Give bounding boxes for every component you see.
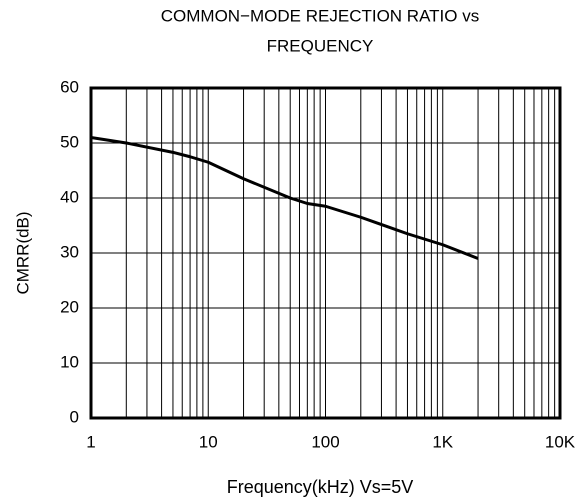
y-tick-label: 10 [60, 352, 79, 371]
y-tick-label: 0 [70, 407, 79, 426]
y-axis-label: CMRR(dB) [13, 211, 32, 294]
x-tick-label: 10 [199, 432, 218, 451]
y-tick-label: 30 [60, 242, 79, 261]
y-tick-label: 40 [60, 187, 79, 206]
plot-frame [89, 86, 562, 420]
x-tick-label: 1K [432, 432, 453, 451]
data-line [90, 136, 479, 260]
x-axis-label: Frequency(kHz) Vs=5V [227, 477, 414, 497]
y-tick-label: 60 [60, 77, 79, 96]
chart-title: FREQUENCY [267, 36, 374, 55]
x-tick-label: 100 [311, 432, 339, 451]
x-tick-label: 10K [545, 432, 576, 451]
y-tick-label: 20 [60, 297, 79, 316]
chart-title: COMMON−MODE REJECTION RATIO vs [161, 6, 479, 25]
y-tick-label: 50 [60, 132, 79, 151]
x-tick-label: 1 [86, 432, 95, 451]
